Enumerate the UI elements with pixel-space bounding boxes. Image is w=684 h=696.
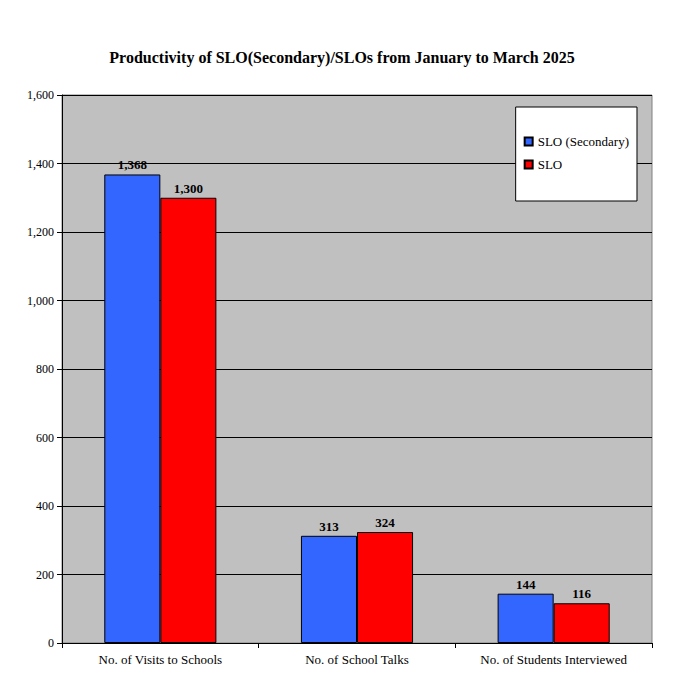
svg-text:SLO (Secondary): SLO (Secondary) <box>538 134 629 149</box>
svg-text:1,300: 1,300 <box>174 181 203 196</box>
svg-text:1,400: 1,400 <box>27 157 54 171</box>
svg-text:144: 144 <box>516 577 536 592</box>
svg-text:400: 400 <box>36 499 54 513</box>
svg-text:SLO: SLO <box>538 157 563 172</box>
svg-text:1,368: 1,368 <box>118 157 148 172</box>
svg-text:600: 600 <box>36 431 54 445</box>
svg-text:0: 0 <box>48 636 54 650</box>
svg-text:No. of Visits to Schools: No. of Visits to Schools <box>99 652 223 667</box>
svg-text:800: 800 <box>36 362 54 376</box>
svg-text:No. of School Talks: No. of School Talks <box>305 652 409 667</box>
svg-text:200: 200 <box>36 568 54 582</box>
svg-text:1,600: 1,600 <box>27 88 54 102</box>
svg-text:No. of Students Interviewed: No. of Students Interviewed <box>480 652 627 667</box>
svg-text:1,000: 1,000 <box>27 294 54 308</box>
svg-text:313: 313 <box>319 519 339 534</box>
svg-text:324: 324 <box>375 515 395 530</box>
svg-text:Productivity of SLO(Secondary): Productivity of SLO(Secondary)/SLOs from… <box>109 49 574 67</box>
svg-text:1,200: 1,200 <box>27 225 54 239</box>
svg-text:116: 116 <box>572 586 591 601</box>
